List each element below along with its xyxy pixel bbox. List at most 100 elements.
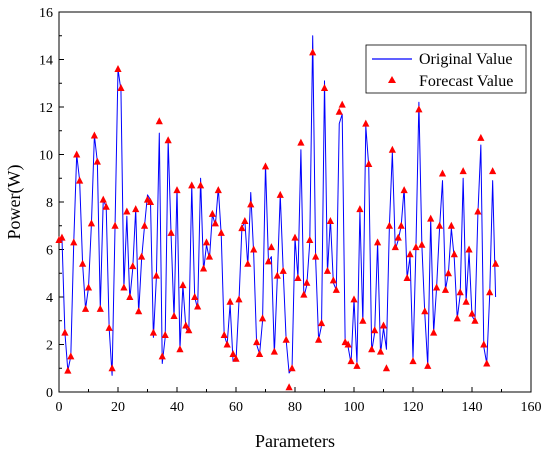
forecast-point	[202, 238, 211, 246]
forecast-point	[229, 350, 237, 357]
forecast-point	[353, 361, 361, 369]
forecast-point	[385, 221, 393, 229]
forecast-point	[400, 186, 408, 194]
forecast-point	[58, 233, 66, 241]
x-tick-label: 120	[403, 400, 424, 415]
forecast-point	[76, 176, 84, 184]
forecast-point	[424, 361, 432, 369]
forecast-point	[323, 266, 332, 274]
forecast-point	[205, 252, 214, 260]
forecast-point	[480, 340, 488, 348]
forecast-point	[158, 352, 166, 360]
forecast-point	[208, 209, 216, 217]
forecast-point	[326, 217, 334, 224]
forecast-point	[309, 48, 317, 56]
forecast-point	[185, 326, 193, 334]
forecast-point	[79, 259, 87, 267]
forecast-point	[105, 323, 113, 331]
x-tick-label: 20	[111, 400, 125, 415]
y-tick-label: 16	[39, 6, 53, 21]
forecast-point	[459, 167, 467, 175]
forecast-point	[258, 314, 267, 322]
forecast-point	[247, 200, 255, 208]
x-tick-label: 80	[288, 400, 302, 415]
forecast-point	[379, 321, 388, 329]
forecast-point	[199, 264, 208, 272]
y-tick-label: 0	[46, 386, 53, 401]
x-tick-label: 0	[56, 400, 63, 415]
forecast-point	[146, 198, 155, 205]
forecast-point	[465, 245, 473, 253]
y-tick-label: 8	[46, 196, 53, 211]
forecast-point	[374, 238, 382, 246]
forecast-point	[285, 383, 293, 391]
forecast-point	[64, 366, 72, 374]
forecast-point	[188, 181, 196, 189]
forecast-point	[320, 84, 329, 91]
forecast-point	[317, 319, 326, 327]
forecast-point	[450, 250, 458, 258]
forecast-point	[376, 347, 385, 355]
forecast-point	[132, 205, 140, 213]
forecast-point	[173, 186, 181, 194]
forecast-point	[176, 345, 184, 353]
forecast-point	[250, 245, 258, 253]
forecast-point	[433, 283, 441, 291]
forecast-point	[261, 162, 270, 170]
forecast-point	[297, 138, 305, 146]
forecast-point	[129, 262, 137, 270]
series-forecast-value	[55, 48, 500, 391]
legend-label-forecast: Forecast Value	[419, 73, 513, 90]
forecast-point	[368, 345, 376, 353]
forecast-point	[114, 65, 122, 72]
forecast-point	[90, 131, 98, 139]
forecast-point	[120, 283, 128, 291]
forecast-point	[140, 221, 149, 229]
forecast-point	[456, 288, 464, 296]
forecast-point	[391, 243, 399, 251]
forecast-point	[226, 297, 234, 305]
forecast-point	[415, 105, 423, 113]
forecast-point	[264, 257, 273, 265]
forecast-point	[359, 316, 367, 324]
x-axis-title: Parameters	[255, 431, 335, 451]
y-axis-title: Power(W)	[4, 165, 25, 240]
forecast-point	[486, 288, 494, 296]
forecast-point	[223, 340, 231, 348]
forecast-point	[332, 285, 340, 293]
x-axis: 0 20 40 60 80 100 120 140 160	[56, 387, 542, 415]
legend-triangle-swatch	[388, 76, 396, 83]
forecast-point	[70, 238, 78, 246]
forecast-point	[483, 359, 491, 367]
forecast-point	[161, 331, 169, 338]
forecast-point	[135, 307, 143, 315]
x-tick-label: 160	[521, 400, 542, 415]
forecast-point	[303, 278, 311, 286]
forecast-point	[288, 364, 296, 372]
y-tick-label: 10	[39, 149, 53, 164]
forecast-point	[282, 335, 290, 343]
forecast-point	[462, 297, 470, 305]
forecast-point	[315, 335, 323, 343]
y-tick-label: 6	[46, 244, 53, 259]
forecast-point	[438, 169, 447, 177]
forecast-point	[99, 195, 107, 203]
x-tick-label: 140	[462, 400, 483, 415]
forecast-point	[403, 274, 411, 281]
forecast-point	[253, 338, 261, 346]
forecast-point	[87, 219, 96, 227]
forecast-point	[312, 252, 320, 260]
forecast-point	[117, 84, 125, 91]
forecast-point	[182, 321, 190, 329]
forecast-point	[279, 266, 287, 274]
forecast-point	[406, 250, 414, 258]
forecast-point	[191, 293, 199, 300]
forecast-point	[152, 271, 160, 279]
forecast-point	[267, 243, 275, 251]
x-tick-label: 100	[344, 400, 365, 415]
forecast-point	[291, 233, 299, 241]
forecast-point	[211, 219, 219, 227]
forecast-point	[93, 157, 101, 165]
forecast-point	[96, 304, 104, 312]
